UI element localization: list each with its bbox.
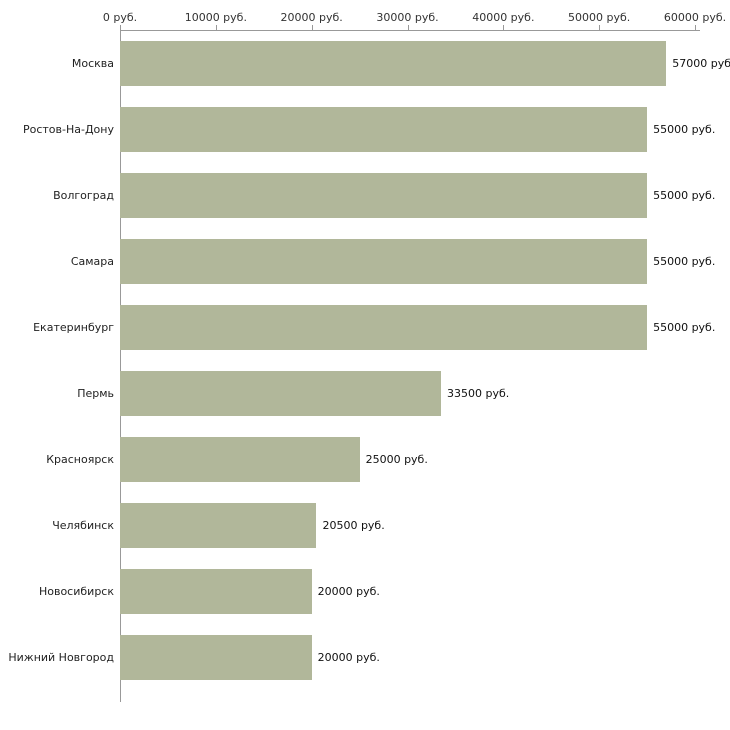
bar <box>120 568 312 614</box>
chart-row: Екатеринбург 55000 руб. <box>0 294 730 360</box>
chart-row: Челябинск 20500 руб. <box>0 492 730 558</box>
bar-area: 57000 руб. <box>120 30 730 96</box>
bar-value-label: 57000 руб. <box>672 56 730 70</box>
bar-value-label: 55000 руб. <box>653 188 716 202</box>
x-tick-label: 30000 руб. <box>376 11 439 24</box>
bar-value-label: 20000 руб. <box>317 650 380 664</box>
bar <box>120 40 667 86</box>
category-label: Челябинск <box>52 518 114 532</box>
y-axis-line <box>120 30 121 702</box>
bar-value-label: 55000 руб. <box>653 254 716 268</box>
bar-area: 33500 руб. <box>120 360 730 426</box>
chart-row: Самара 55000 руб. <box>0 228 730 294</box>
category-label: Красноярск <box>46 452 114 466</box>
bar-value-label: 20500 руб. <box>322 518 385 532</box>
chart-row: Красноярск 25000 руб. <box>0 426 730 492</box>
x-tick-mark <box>503 25 505 30</box>
bar <box>120 106 648 152</box>
category-label: Москва <box>71 56 114 70</box>
chart-row: Ростов-На-Дону 55000 руб. <box>0 96 730 162</box>
category-label: Волгоград <box>53 188 114 202</box>
category-label: Ростов-На-Дону <box>22 122 114 136</box>
category-label: Нижний Новгород <box>8 650 114 664</box>
bar <box>120 502 317 548</box>
chart-row: Новосибирск 20000 руб. <box>0 558 730 624</box>
bar-value-label: 55000 руб. <box>653 320 716 334</box>
bar <box>120 436 360 482</box>
x-axis-line <box>120 30 700 31</box>
bar-area: 55000 руб. <box>120 162 730 228</box>
x-tick-label: 40000 руб. <box>472 11 535 24</box>
bar-area: 25000 руб. <box>120 426 730 492</box>
chart-row: Волгоград 55000 руб. <box>0 162 730 228</box>
x-tick-mark <box>215 25 217 30</box>
bar-value-label: 33500 руб. <box>447 386 510 400</box>
x-tick-mark <box>695 25 696 30</box>
bar <box>120 172 648 218</box>
x-tick-label: 0 руб. <box>102 11 138 24</box>
chart-rows: Москва 57000 руб. Ростов-На-Дону 55000 руб.… <box>0 30 730 690</box>
x-tick-mark <box>120 25 121 30</box>
bar <box>120 634 312 680</box>
category-label: Пермь <box>77 386 114 400</box>
bar-value-label: 25000 руб. <box>365 452 428 466</box>
chart-row: Москва 57000 руб. <box>0 30 730 96</box>
x-tick-mark <box>599 25 601 30</box>
x-tick-label: 10000 руб. <box>184 11 247 24</box>
bar-value-label: 20000 руб. <box>317 584 380 598</box>
x-tick-mark <box>311 25 313 30</box>
bar-area: 20000 руб. <box>120 558 730 624</box>
category-label: Екатеринбург <box>33 320 114 334</box>
chart-row: Нижний Новгород 20000 руб. <box>0 624 730 690</box>
bar-area: 20000 руб. <box>120 624 730 690</box>
bar <box>120 238 648 284</box>
x-axis: 0 руб. 10000 руб. 20000 руб. 30000 руб. 4000… <box>0 0 730 30</box>
category-label: Самара <box>70 254 114 268</box>
bar <box>120 304 648 350</box>
bar <box>120 370 442 416</box>
x-tick-label: 20000 руб. <box>280 11 343 24</box>
x-tick-label: 60000 руб. <box>663 11 727 24</box>
chart-row: Пермь 33500 руб. <box>0 360 730 426</box>
bar-area: 55000 руб. <box>120 294 730 360</box>
bar-value-label: 55000 руб. <box>653 122 716 136</box>
category-label: Новосибирск <box>38 584 114 598</box>
x-tick-label: 50000 руб. <box>568 11 631 24</box>
bar-area: 20500 руб. <box>120 492 730 558</box>
bar-area: 55000 руб. <box>120 96 730 162</box>
x-tick-mark <box>407 25 409 30</box>
bar-area: 55000 руб. <box>120 228 730 294</box>
